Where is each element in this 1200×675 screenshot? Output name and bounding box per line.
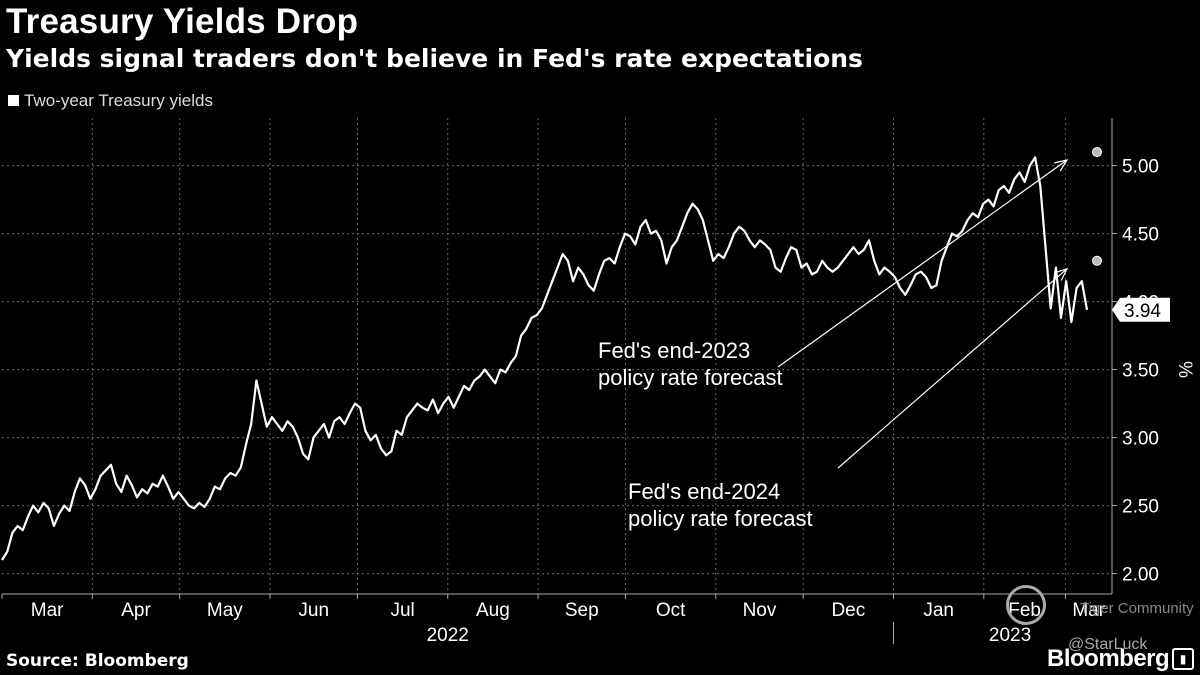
- x-tick-label: May: [207, 600, 243, 621]
- y-tick-label: 4.50: [1122, 225, 1159, 246]
- chart-title: Treasury Yields Drop: [6, 2, 359, 41]
- last-value-label: 3.94: [1124, 301, 1161, 322]
- x-tick-label: Aug: [476, 600, 510, 621]
- watermark-community: Tiger Community: [1080, 600, 1194, 617]
- y-tick-label: 5.00: [1122, 157, 1159, 178]
- yield-series-line: [1, 156, 1089, 561]
- year-label: 2023: [989, 625, 1031, 646]
- x-tick-label: Mar: [1072, 600, 1105, 621]
- y-tick-label: 2.00: [1122, 565, 1159, 586]
- annotation-arrow-end-2024: [837, 268, 1068, 469]
- x-tick-label: Jan: [923, 600, 954, 621]
- y-tick-label: 3.50: [1122, 361, 1159, 382]
- legend-swatch: [8, 95, 19, 106]
- chart-subtitle: Yields signal traders don't believe in F…: [6, 44, 863, 73]
- annotation-text-end-2024: Fed's end-2024: [628, 479, 780, 504]
- y-tick-label: 3.00: [1122, 429, 1159, 450]
- watermark-logo: [1006, 585, 1046, 625]
- x-tick-label: Oct: [656, 600, 686, 621]
- year-label: 2022: [427, 625, 469, 646]
- source-label: Source: Bloomberg: [6, 651, 189, 671]
- x-tick-label: Jul: [390, 600, 414, 621]
- forecast-marker-end-2024: [1092, 255, 1102, 266]
- y-axis-label: %: [1174, 361, 1195, 378]
- annotation-text-end-2024: policy rate forecast: [628, 506, 813, 531]
- bloomberg-logo: Bloomberg: [1047, 645, 1170, 672]
- x-tick-label: Dec: [831, 600, 865, 621]
- x-tick-label: Mar: [31, 600, 64, 621]
- annotation-text-end-2023: Fed's end-2023: [598, 338, 750, 363]
- x-tick-label: Jun: [298, 600, 329, 621]
- bloomberg-terminal-icon: ▮: [1172, 648, 1194, 670]
- legend-label: Two-year Treasury yields: [24, 91, 213, 110]
- annotation-arrowhead-end-2024: [1054, 267, 1069, 281]
- last-value-callout: [1112, 297, 1170, 322]
- annotation-arrowhead-end-2023: [1054, 159, 1069, 172]
- legend: Two-year Treasury yields: [8, 91, 213, 111]
- annotation-text-end-2023: policy rate forecast: [598, 365, 783, 390]
- x-tick-label: Nov: [743, 600, 777, 621]
- x-tick-label: Sep: [565, 600, 599, 621]
- forecast-marker-end-2023: [1092, 147, 1102, 157]
- annotation-arrow-end-2023: [777, 159, 1068, 368]
- x-tick-label: Apr: [121, 600, 151, 621]
- y-tick-label: 2.50: [1122, 497, 1159, 518]
- watermark-handle: @StarLuck: [1068, 636, 1148, 653]
